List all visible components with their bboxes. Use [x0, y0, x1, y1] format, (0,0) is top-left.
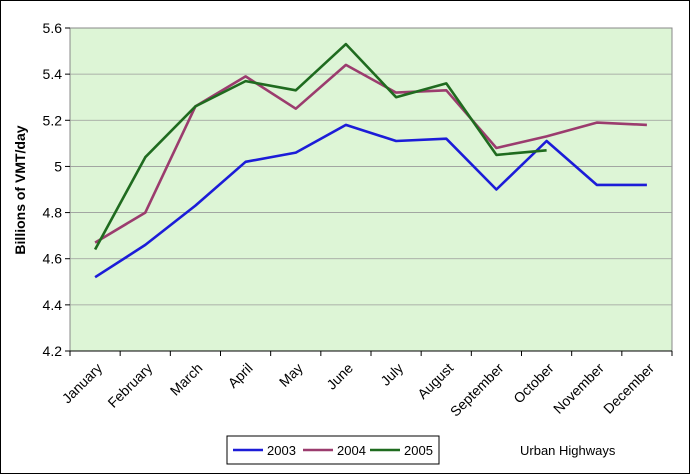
legend-label-2004: 2004 [337, 443, 366, 458]
x-tick-label: December [600, 360, 657, 417]
legend: 2003 2004 2005 [233, 443, 433, 458]
y-axis-label: Billions of VMT/day [12, 125, 28, 254]
y-tick-label: 5.4 [43, 66, 63, 82]
x-tick-label: July [377, 360, 406, 389]
y-tick-label: 4.2 [43, 343, 63, 359]
x-tick-label: October [510, 360, 557, 407]
series-line-2003 [94, 123, 647, 279]
series-line-2004 [94, 63, 647, 244]
legend-label-2005: 2005 [404, 443, 433, 458]
x-tick-label: June [323, 360, 356, 393]
y-tick-label: 5.2 [43, 112, 63, 128]
x-tick-label: September [447, 360, 507, 420]
legend-label-2003: 2003 [267, 443, 296, 458]
series-line-2005 [93, 42, 547, 251]
y-tick-label: 4.6 [43, 251, 63, 267]
urban-highways-note: Urban Highways [520, 443, 616, 458]
x-tick-label: January [59, 360, 106, 407]
x-tick-label: February [104, 360, 155, 411]
x-tick-label: May [276, 360, 306, 390]
y-tick-label: 5.6 [43, 20, 63, 36]
y-tick-label: 5 [54, 158, 62, 174]
plot-area [69, 27, 673, 352]
x-tick-label: November [550, 360, 607, 417]
y-tick-label: 4.4 [43, 297, 63, 313]
y-tick-label: 4.8 [43, 205, 63, 221]
y-axis-ticks: 4.2 4.4 4.6 4.8 5 5.2 5.4 5.6 [43, 20, 70, 359]
series-lines [93, 42, 647, 279]
x-tick-label: March [167, 360, 206, 399]
x-tick-label: August [414, 360, 456, 402]
x-tick-label: April [225, 360, 256, 391]
gridlines [70, 73, 672, 306]
x-axis-ticks: January February March April May June July Augu… [59, 350, 673, 420]
